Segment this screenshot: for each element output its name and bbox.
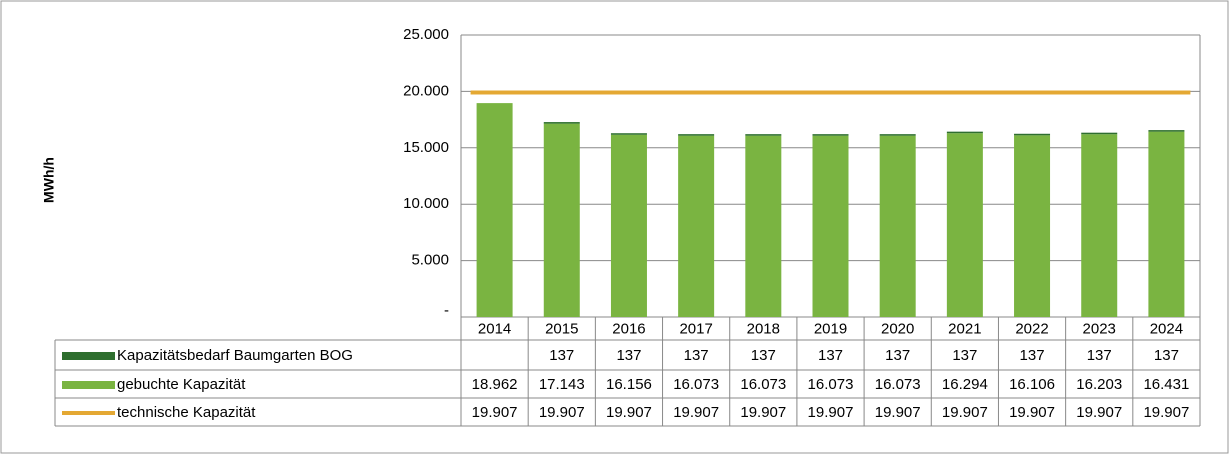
data-label: 137 [818,347,843,364]
x-tick-label: 2016 [612,320,645,337]
bar [812,135,849,317]
y-tick-label: 20.000 [403,82,449,99]
data-label: 19.907 [942,404,988,421]
data-label: 16.073 [875,376,921,393]
data-label: 19.907 [875,404,921,421]
legend-label: technische Kapazität [117,404,256,421]
legend-key [62,381,115,389]
data-label: 16.073 [740,376,786,393]
data-label: 16.073 [808,376,854,393]
bar [543,122,580,124]
bar [1014,133,1051,136]
bar [879,135,916,317]
data-label: 16.073 [673,376,719,393]
data-label: 19.907 [1143,404,1189,421]
data-label: 19.907 [673,404,719,421]
data-label: 137 [952,347,977,364]
x-tick-label: 2014 [478,320,511,337]
bar [1081,134,1118,317]
bar [678,135,715,317]
x-tick-label: 2019 [814,320,847,337]
bar [610,133,647,135]
data-label: 19.907 [1009,404,1055,421]
y-tick-label: 10.000 [403,195,449,212]
data-label: 17.143 [539,376,585,393]
data-label: 137 [1154,347,1179,364]
y-tick-label: 25.000 [403,26,449,43]
y-tick-label: 5.000 [411,252,449,269]
data-label: 137 [549,347,574,364]
y-tick-label: 15.000 [403,139,449,156]
data-label: 137 [1020,347,1045,364]
data-label: 16.294 [942,376,988,393]
data-label: 16.431 [1143,376,1189,393]
bar [879,134,916,136]
data-label: 18.962 [472,376,518,393]
x-tick-label: 2018 [747,320,780,337]
data-label: 16.106 [1009,376,1055,393]
x-tick-label: 2024 [1150,320,1183,337]
bar [745,134,782,136]
data-label: 19.907 [740,404,786,421]
x-tick-label: 2020 [881,320,914,337]
data-label: 137 [1087,347,1112,364]
legend-label: gebuchte Kapazität [117,376,246,393]
legend-label: Kapazitätsbedarf Baumgarten BOG [117,347,353,364]
data-label: 137 [885,347,910,364]
bar [946,133,983,317]
bar [678,134,715,136]
data-label: 137 [616,347,641,364]
bar [812,134,849,136]
x-tick-label: 2022 [1015,320,1048,337]
data-label: 16.203 [1076,376,1122,393]
data-label: 19.907 [539,404,585,421]
bar [476,103,513,317]
bar [1081,132,1118,135]
bar [610,134,647,317]
bar [543,123,580,318]
y-tick-label: - [444,302,449,319]
bar [1014,135,1051,317]
data-label: 19.907 [472,404,518,421]
bar [745,135,782,317]
x-tick-label: 2015 [545,320,578,337]
data-label: 19.907 [606,404,652,421]
data-label: 137 [684,347,709,364]
x-tick-label: 2023 [1083,320,1116,337]
data-label: 16.156 [606,376,652,393]
x-tick-label: 2017 [679,320,712,337]
bar [1148,130,1185,132]
data-label: 19.907 [808,404,854,421]
legend-key [62,352,115,360]
bar [946,131,983,134]
data-label: 19.907 [1076,404,1122,421]
x-tick-label: 2021 [948,320,981,337]
bar [1148,131,1185,317]
data-label: 137 [751,347,776,364]
y-axis-label: MWh/h [41,157,57,203]
